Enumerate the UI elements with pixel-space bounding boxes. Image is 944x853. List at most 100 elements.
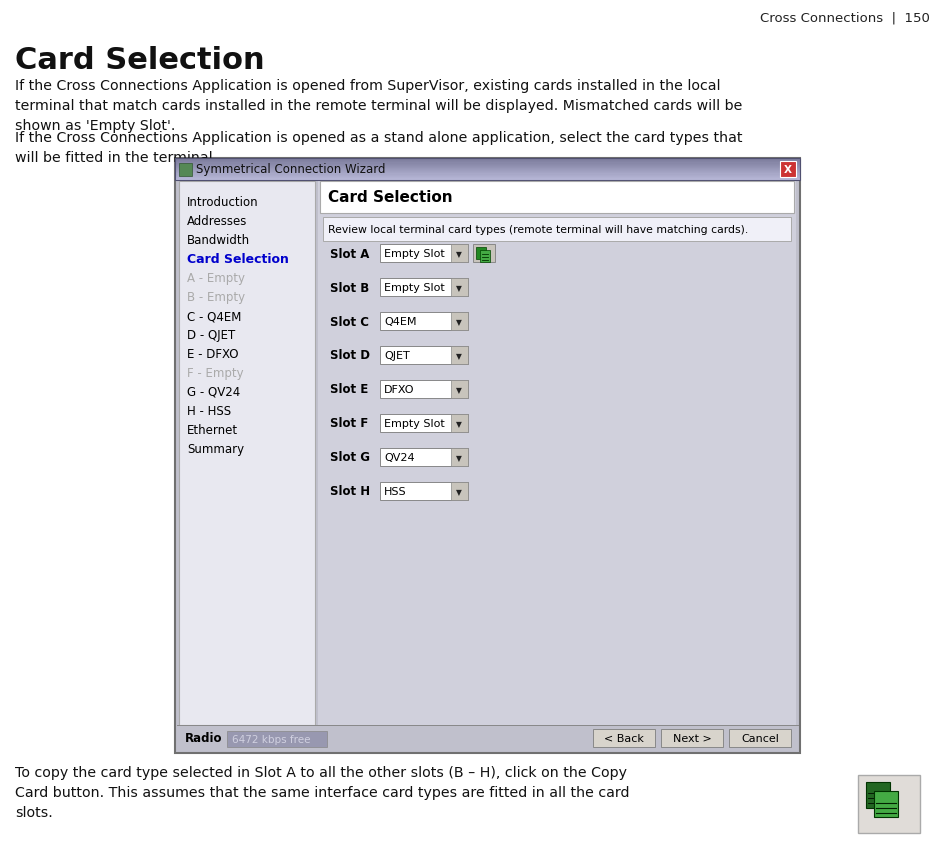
Text: DFXO: DFXO [383,385,414,395]
Text: Empty Slot: Empty Slot [383,419,445,428]
Text: H - HSS: H - HSS [187,404,231,417]
Text: Empty Slot: Empty Slot [383,249,445,258]
Text: D - QJET: D - QJET [187,328,235,341]
Text: Next >: Next > [672,733,711,743]
Bar [593,729,654,747]
Bar [178,182,314,725]
Bar [450,346,467,364]
Text: Slot H: Slot H [329,485,370,498]
Bar [450,483,467,501]
Text: ▼: ▼ [456,420,462,429]
Text: Radio: Radio [185,732,222,745]
Text: Cross Connections  |  150: Cross Connections | 150 [759,12,929,25]
Bar [175,175,800,177]
Bar [379,380,467,398]
Text: ▼: ▼ [456,488,462,497]
Bar [175,172,800,174]
Bar [873,791,897,817]
Bar [450,245,467,263]
Text: C - Q4EM: C - Q4EM [187,310,241,322]
Text: If the Cross Connections Application is opened from SuperVisor, existing cards i: If the Cross Connections Application is … [15,79,742,133]
Text: ▼: ▼ [456,386,462,395]
Bar [175,176,800,177]
Bar [175,168,800,170]
Text: B - Empty: B - Empty [187,291,244,304]
Bar [450,279,467,297]
Text: Introduction: Introduction [187,196,259,209]
Text: Ethernet: Ethernet [187,423,238,437]
Text: QJET: QJET [383,351,410,361]
Text: Slot A: Slot A [329,247,369,260]
Bar [175,179,800,181]
Bar [175,169,800,171]
Bar [379,346,467,364]
Bar [175,159,800,160]
Bar [728,729,790,747]
Bar [379,279,467,297]
Text: ▼: ▼ [456,284,462,293]
Text: To copy the card type selected in Slot A to all the other slots (B – H), click o: To copy the card type selected in Slot A… [15,765,629,819]
Text: Q4EM: Q4EM [383,316,416,327]
Bar [175,171,800,173]
Bar [320,182,793,214]
Text: Cancel: Cancel [740,733,778,743]
Bar [476,247,485,259]
Bar [660,729,722,747]
Text: Slot G: Slot G [329,451,370,464]
Bar [175,165,800,166]
Bar [480,251,490,263]
Bar [379,313,467,331]
Text: Symmetrical Connection Wizard: Symmetrical Connection Wizard [195,163,385,177]
Bar [779,162,795,177]
Bar [175,161,800,163]
Bar [473,245,495,263]
Text: X: X [784,165,791,175]
Bar [379,483,467,501]
Bar [177,725,797,751]
Bar [175,167,800,169]
Bar [450,415,467,432]
Text: Card Selection: Card Selection [328,190,452,206]
Bar [175,160,800,162]
Text: ▼: ▼ [456,352,462,361]
Text: 6472 kbps free: 6472 kbps free [232,734,311,744]
Bar [175,177,800,178]
Text: Review local terminal card types (remote terminal will have matching cards).: Review local terminal card types (remote… [328,224,748,235]
Text: ▼: ▼ [456,454,462,463]
Text: Card Selection: Card Selection [15,46,264,75]
Bar [175,166,800,167]
Text: G - QV24: G - QV24 [187,386,240,398]
Bar [857,775,919,833]
Text: Summary: Summary [187,443,244,456]
Text: ▼: ▼ [456,250,462,259]
Text: Slot D: Slot D [329,349,370,362]
Bar [175,178,800,180]
Text: If the Cross Connections Application is opened as a stand alone application, sel: If the Cross Connections Application is … [15,131,742,165]
Bar [450,313,467,331]
Text: Slot E: Slot E [329,383,368,396]
Bar [865,782,889,808]
Bar [175,174,800,176]
Bar [175,159,800,753]
Text: Slot B: Slot B [329,281,369,294]
Bar [175,159,800,181]
Text: Slot C: Slot C [329,315,368,328]
Bar [175,164,800,165]
Text: HSS: HSS [383,486,406,496]
Bar [175,171,800,172]
Bar [379,415,467,432]
Text: Slot F: Slot F [329,417,368,430]
Text: E - DFXO: E - DFXO [187,347,238,361]
Text: ▼: ▼ [456,318,462,327]
Bar [175,160,800,161]
Bar [318,182,795,725]
Text: Card Selection: Card Selection [187,252,289,265]
Text: Bandwidth: Bandwidth [187,234,250,247]
Bar [323,218,790,241]
Bar [178,164,192,177]
Bar [379,245,467,263]
Text: Empty Slot: Empty Slot [383,282,445,293]
Text: QV24: QV24 [383,452,414,462]
Text: < Back: < Back [603,733,643,743]
Text: F - Empty: F - Empty [187,367,244,380]
